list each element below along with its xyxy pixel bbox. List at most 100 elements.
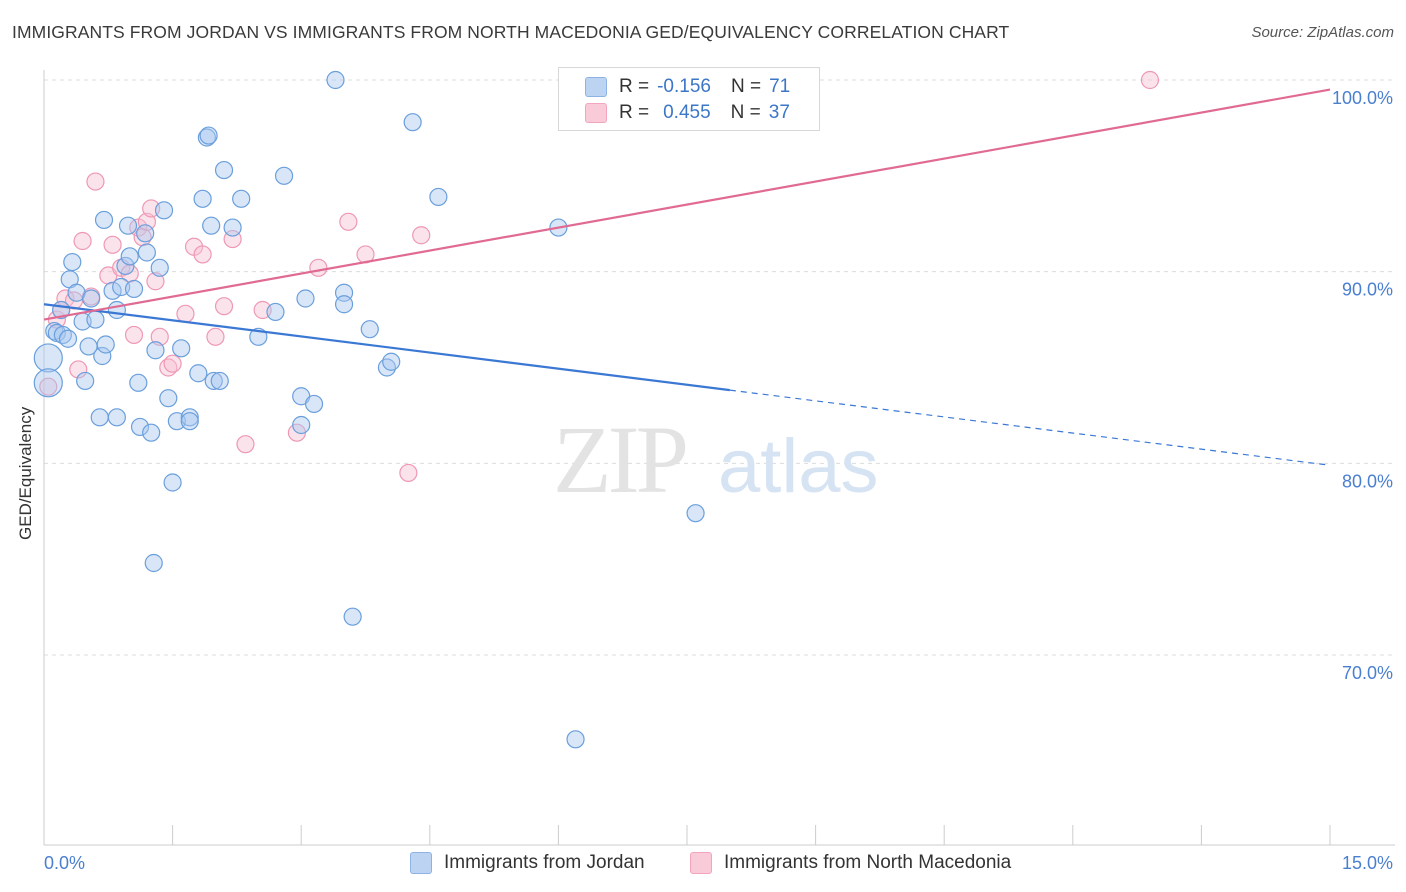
data-point-jordan	[103, 281, 122, 300]
bottom-legend-north-macedonia: Immigrants from North Macedonia	[690, 852, 1011, 874]
data-point-north-macedonia	[206, 327, 225, 346]
data-point-jordan	[163, 473, 182, 492]
bottom-legend-label-jordan: Immigrants from Jordan	[444, 852, 645, 873]
data-point-jordan	[146, 341, 165, 360]
data-point-jordan	[202, 216, 221, 235]
legend-r-value: 0.455	[663, 102, 711, 123]
data-point-jordan	[94, 210, 114, 230]
data-point-jordan	[566, 730, 585, 749]
data-point-jordan	[360, 320, 379, 339]
data-point-jordan	[199, 126, 218, 145]
trend-line-north-macedonia	[43, 88, 1331, 321]
data-point-north-macedonia	[236, 435, 255, 454]
data-point-north-macedonia	[146, 272, 165, 291]
data-point-north-macedonia	[339, 212, 358, 231]
y-tick-label: 70.0%	[1342, 663, 1393, 683]
data-point-jordan	[136, 224, 155, 243]
data-point-north-macedonia	[124, 325, 144, 345]
data-point-jordan	[304, 394, 324, 414]
chart-title: IMMIGRANTS FROM JORDAN VS IMMIGRANTS FRO…	[12, 22, 1010, 42]
x-tick-label-max: 15.0%	[1342, 853, 1393, 873]
bottom-legend-swatch-jordan	[410, 852, 432, 874]
bottom-legend-label-north-macedonia: Immigrants from North Macedonia	[724, 852, 1012, 873]
data-point-jordan	[172, 339, 191, 358]
data-point-jordan	[63, 252, 82, 272]
data-point-jordan	[130, 417, 150, 437]
data-point-jordan	[142, 423, 161, 442]
data-point-jordan	[96, 335, 115, 354]
y-tick-label: 100.0%	[1332, 88, 1393, 108]
legend-n-label: N =	[730, 76, 762, 97]
y-tick-labels: 70.0% 80.0% 90.0% 100.0%	[1332, 88, 1393, 683]
data-point-jordan	[124, 279, 144, 299]
data-point-jordan	[137, 243, 156, 262]
data-point-north-macedonia	[86, 172, 105, 191]
trend-lines	[43, 88, 1331, 466]
data-point-north-macedonia	[69, 360, 88, 379]
data-point-jordan	[58, 329, 78, 348]
watermark-zip: ZIP	[553, 406, 686, 513]
data-point-jordan	[45, 321, 64, 341]
data-point-north-macedonia	[399, 463, 418, 483]
data-point-jordan	[150, 258, 169, 277]
data-point-jordan	[334, 295, 354, 314]
data-point-jordan	[204, 371, 223, 391]
trend-line-jordan	[43, 303, 731, 392]
data-point-jordan	[326, 70, 345, 90]
data-point-jordan	[266, 302, 285, 322]
data-point-jordan	[120, 247, 139, 266]
data-point-jordan	[33, 343, 63, 373]
data-point-jordan	[107, 408, 126, 427]
data-point-jordan	[223, 218, 242, 237]
series-jordan-points	[33, 70, 705, 749]
legend-r-label: R =	[619, 102, 650, 123]
data-point-jordan	[403, 113, 422, 132]
data-point-jordan	[144, 553, 163, 573]
grid-lines	[44, 79, 1395, 656]
data-point-north-macedonia	[137, 212, 156, 231]
data-point-jordan	[82, 289, 101, 308]
series-north-macedonia-points	[39, 70, 1160, 483]
data-point-jordan	[189, 364, 208, 383]
data-point-jordan	[90, 408, 109, 427]
stats-legend: R = -0.156 N = 71 R = 0.455 N = 37	[558, 67, 820, 131]
data-point-jordan	[86, 310, 105, 329]
data-point-jordan	[129, 373, 148, 392]
data-point-jordan	[118, 216, 138, 235]
legend-n-value: 71	[769, 76, 791, 97]
data-point-jordan	[159, 389, 178, 408]
bottom-legend-jordan: Immigrants from Jordan	[410, 852, 645, 874]
trend-line-jordan-dashed	[729, 389, 1331, 466]
data-point-jordan	[429, 187, 448, 207]
legend-n-label: N =	[730, 102, 761, 123]
y-tick-label: 80.0%	[1342, 471, 1393, 491]
legend-row-jordan: R = -0.156 N = 71	[585, 76, 790, 98]
data-point-north-macedonia	[150, 327, 169, 346]
data-point-north-macedonia	[73, 231, 92, 251]
data-point-north-macedonia	[412, 226, 431, 245]
data-point-jordan	[93, 346, 112, 366]
bottom-legend-swatch-north-macedonia	[690, 852, 712, 874]
data-point-jordan	[107, 300, 126, 320]
data-point-jordan	[154, 201, 174, 220]
data-point-jordan	[214, 160, 234, 180]
watermark-atlas: atlas	[718, 424, 879, 509]
data-point-north-macedonia	[1140, 70, 1160, 90]
legend-n-value: 37	[768, 102, 790, 123]
data-point-jordan	[116, 256, 135, 276]
data-point-jordan	[232, 189, 251, 208]
data-point-north-macedonia	[103, 235, 122, 254]
x-tick-label-min: 0.0%	[44, 853, 85, 873]
y-axis-label: GED/Equivalency	[16, 406, 35, 540]
data-point-north-macedonia	[193, 245, 212, 264]
data-point-jordan	[180, 408, 199, 427]
data-point-jordan	[76, 371, 95, 391]
data-point-north-macedonia	[39, 377, 58, 396]
data-point-north-macedonia	[214, 297, 234, 316]
watermark: ZIP atlas	[553, 406, 879, 513]
source-label: Source: ZipAtlas.com	[1251, 24, 1394, 41]
data-point-jordan	[382, 352, 401, 371]
data-point-jordan	[686, 504, 705, 523]
x-tick-labels: 0.0% 15.0%	[44, 853, 1393, 873]
